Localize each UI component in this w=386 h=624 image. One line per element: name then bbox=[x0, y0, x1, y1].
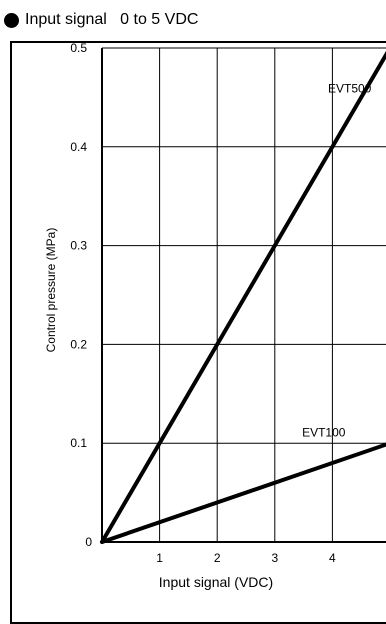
y-tick-label: 0.2 bbox=[70, 337, 87, 351]
grid-lines bbox=[102, 47, 386, 542]
series-labels: EVT500 EVT100 bbox=[302, 81, 372, 439]
x-tick-label: 4 bbox=[329, 551, 336, 565]
bullet-icon bbox=[4, 12, 19, 28]
series-label-evt100: EVT100 bbox=[302, 425, 346, 439]
x-tick-label: 2 bbox=[214, 551, 221, 565]
chart-frame bbox=[10, 41, 386, 624]
y-tick-label: 0.3 bbox=[70, 239, 87, 253]
x-tick-label: 1 bbox=[156, 551, 163, 565]
y-tick-label: 0.5 bbox=[70, 41, 87, 55]
y-axis-label: Control pressure (MPa) bbox=[44, 228, 58, 353]
series-lines bbox=[100, 50, 386, 544]
series-label-evt500: EVT500 bbox=[328, 81, 372, 95]
y-tick-label: 0.1 bbox=[70, 436, 87, 450]
chart-title-text: Input signal 0 to 5 VDC bbox=[25, 11, 199, 28]
y-tick-label: 0.4 bbox=[70, 140, 87, 154]
tick-labels: 1234500.10.20.30.40.5 bbox=[70, 41, 336, 565]
series-line-evt100 bbox=[100, 442, 386, 544]
series-line-evt500 bbox=[100, 50, 386, 544]
x-axis-label: Input signal (VDC) bbox=[159, 574, 273, 590]
chart-title: Input signal 0 to 5 VDC bbox=[4, 9, 198, 31]
axes bbox=[101, 48, 386, 543]
x-tick-label: 3 bbox=[271, 551, 278, 565]
y-tick-label: 0 bbox=[85, 535, 92, 549]
